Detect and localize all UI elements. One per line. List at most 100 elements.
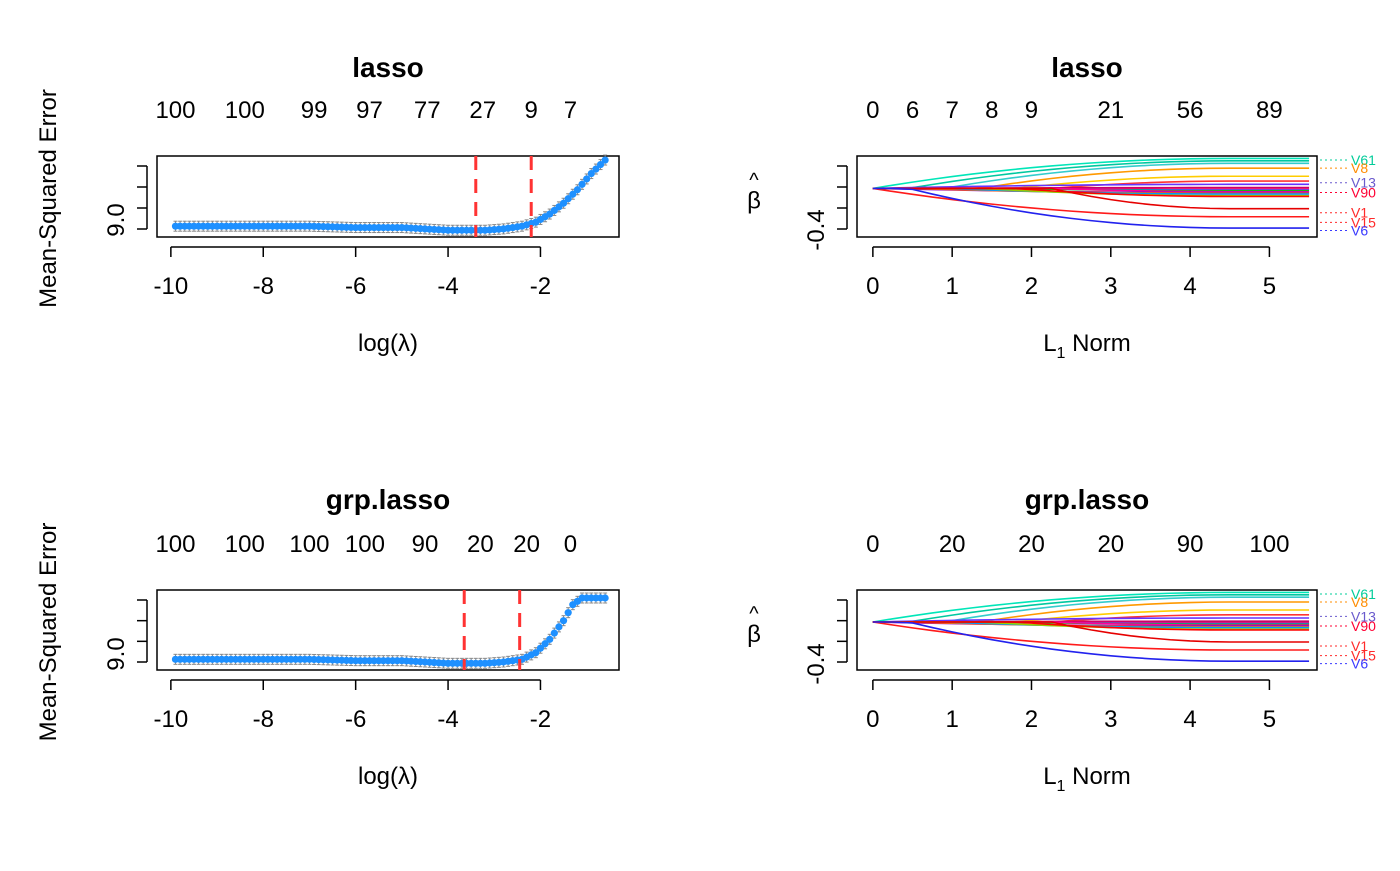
top-axis-label: 27 bbox=[469, 97, 496, 124]
path-label: V13 bbox=[1351, 175, 1376, 191]
plot-frame bbox=[156, 155, 620, 238]
top-axis-label: 90 bbox=[1177, 531, 1204, 558]
path-label: V6 bbox=[1351, 223, 1368, 239]
top-axis-label: 89 bbox=[1256, 97, 1283, 124]
top-axis-label: 77 bbox=[414, 97, 441, 124]
x-tick-label: -6 bbox=[345, 273, 366, 300]
y-axis: -0.4 bbox=[803, 165, 848, 251]
y-tick-label: 9.0 bbox=[103, 203, 130, 236]
x-tick-label: 3 bbox=[1104, 273, 1117, 300]
path-label: V8 bbox=[1351, 160, 1368, 176]
y-tick-label: -0.4 bbox=[803, 209, 830, 250]
x-tick-label: -8 bbox=[253, 273, 274, 300]
top-axis-label: 9 bbox=[525, 97, 538, 124]
coef-paths bbox=[872, 591, 1310, 662]
x-axis-title-rest: Norm bbox=[1065, 763, 1130, 790]
top-axis-label: 20 bbox=[1097, 531, 1124, 558]
path-label: V1 bbox=[1351, 638, 1368, 654]
x-axis-title: log(λ) bbox=[358, 330, 418, 357]
x-axis-title-sub: 1 bbox=[1057, 778, 1066, 795]
coef-path bbox=[872, 621, 1310, 651]
y-axis: -0.4 bbox=[803, 599, 848, 685]
path-label: V1 bbox=[1351, 205, 1368, 221]
cv-point bbox=[601, 156, 609, 164]
cv-point bbox=[546, 635, 554, 643]
x-axis: 0 1 2 3 4 5 bbox=[866, 679, 1276, 733]
x-tick-label: 3 bbox=[1104, 706, 1117, 733]
x-tick-label: -4 bbox=[437, 706, 458, 733]
y-axis-title-hat: ^ bbox=[749, 603, 759, 625]
path-label: V15 bbox=[1351, 648, 1376, 664]
y-axis-title: Mean-Squared Error bbox=[35, 89, 62, 308]
cv-point bbox=[596, 160, 605, 169]
cv-points bbox=[171, 594, 609, 667]
top-axis-label: 90 bbox=[412, 531, 439, 558]
path-label: V90 bbox=[1351, 184, 1376, 200]
y-tick-label: -0.4 bbox=[803, 643, 830, 684]
top-axis-label: 8 bbox=[985, 97, 998, 124]
path-label: V13 bbox=[1351, 608, 1376, 624]
panel-title: lasso bbox=[352, 52, 424, 83]
x-axis-title-rest: Norm bbox=[1065, 330, 1130, 357]
x-tick-label: 1 bbox=[945, 273, 958, 300]
cv-point bbox=[592, 165, 600, 173]
cv-point bbox=[541, 640, 549, 648]
coef-path bbox=[872, 591, 1310, 623]
cv-point bbox=[587, 169, 595, 178]
path-label: V15 bbox=[1351, 214, 1376, 230]
top-axis-label: 21 bbox=[1097, 97, 1124, 124]
top-axis-label: 20 bbox=[1018, 531, 1045, 558]
top-axis-label: 97 bbox=[356, 97, 383, 124]
top-axis-label: 99 bbox=[301, 97, 328, 124]
y-tick-label: 9.0 bbox=[103, 637, 130, 670]
top-axis-label: 6 bbox=[906, 97, 919, 124]
panel-3: grp.lasso 100 100 100 100 90 20 20 0 -10 -8 -6 -4 -2 9… bbox=[35, 484, 620, 790]
coef-path bbox=[872, 157, 1310, 190]
x-axis: -10 -8 -6 -4 -2 bbox=[154, 679, 551, 733]
coef-paths bbox=[872, 157, 1310, 229]
top-axis-label: 100 bbox=[155, 531, 195, 558]
coef-path bbox=[872, 187, 1310, 218]
coef-path bbox=[872, 621, 1310, 643]
x-tick-label: -2 bbox=[530, 273, 551, 300]
top-axis-label: 9 bbox=[1025, 97, 1038, 124]
top-axis-label: 100 bbox=[155, 97, 195, 124]
cv-point bbox=[601, 594, 609, 602]
cv-points bbox=[171, 156, 609, 234]
x-tick-label: -2 bbox=[530, 706, 551, 733]
cv-point bbox=[573, 186, 582, 194]
top-axis-label: 100 bbox=[225, 531, 265, 558]
x-axis: 0 1 2 3 4 5 bbox=[866, 246, 1276, 300]
x-tick-label: -10 bbox=[154, 706, 189, 733]
x-tick-label: 0 bbox=[866, 706, 879, 733]
cv-point bbox=[564, 609, 572, 617]
cv-point bbox=[564, 195, 572, 203]
top-axis-label: 56 bbox=[1177, 97, 1204, 124]
plot-frame bbox=[156, 589, 620, 671]
path-label: V6 bbox=[1351, 656, 1368, 672]
coef-path bbox=[872, 621, 1310, 662]
x-axis: -10 -8 -6 -4 -2 bbox=[154, 246, 551, 300]
y-axis-title: ^β bbox=[747, 603, 761, 648]
x-tick-label: 4 bbox=[1183, 273, 1196, 300]
top-axis-label: 100 bbox=[345, 531, 385, 558]
path-label: V8 bbox=[1351, 594, 1368, 610]
coef-path bbox=[872, 594, 1310, 623]
top-axis-label: 7 bbox=[564, 97, 577, 124]
top-axis-label: 20 bbox=[467, 531, 494, 558]
y-axis: 9.0 bbox=[103, 165, 148, 237]
y-axis-title: ^β bbox=[747, 170, 761, 215]
cv-point bbox=[569, 190, 577, 198]
path-label: V61 bbox=[1351, 586, 1376, 602]
y-axis-title-main: β bbox=[747, 188, 761, 215]
coef-path bbox=[872, 160, 1310, 190]
path-label: V90 bbox=[1351, 618, 1376, 634]
